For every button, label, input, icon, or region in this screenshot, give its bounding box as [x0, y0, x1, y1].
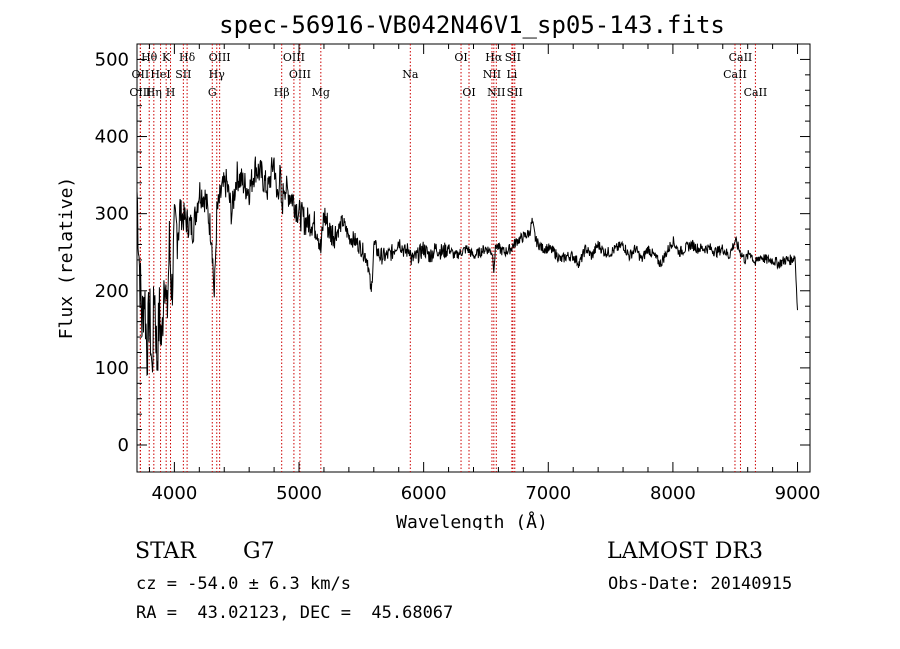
x-tick-label-8000: 8000 — [650, 483, 696, 504]
line-label-18: OI — [462, 86, 475, 99]
line-label-22: SII — [505, 51, 521, 64]
line-label-0: Hθ — [141, 51, 158, 64]
flux-series — [136, 156, 798, 377]
y-tick-label-100: 100 — [95, 358, 129, 379]
x-tick-label-4000: 4000 — [151, 483, 197, 504]
x-tick-label-6000: 6000 — [401, 483, 447, 504]
line-label-19: Hα — [485, 51, 503, 64]
line-label-26: CaII — [723, 68, 747, 81]
x-axis-ticks: 4000 5000 6000 7000 8000 9000 — [148, 44, 821, 504]
y-axis-ticks: 0 100 200 300 400 500 — [95, 49, 810, 456]
y-tick-label-0: 0 — [118, 435, 129, 456]
line-label-21: NII — [487, 86, 505, 99]
line-label-9: OIII — [209, 51, 231, 64]
x-tick-label-7000: 7000 — [525, 483, 571, 504]
y-tick-label-300: 300 — [95, 204, 129, 225]
line-label-8: Hδ — [179, 51, 196, 64]
line-label-12: Hβ — [274, 86, 290, 99]
sky-coordinates: RA = 43.02123, DEC = 45.68067 — [136, 603, 454, 623]
object-class: STAR — [135, 539, 196, 564]
x-axis-label: Wavelength (Å) — [396, 511, 548, 530]
line-label-4: HeI — [150, 68, 170, 81]
line-label-15: Mg — [312, 86, 330, 99]
observation-date: Obs-Date: 20140915 — [608, 574, 793, 594]
x-tick-label-5000: 5000 — [276, 483, 322, 504]
survey-name: LAMOST DR3 — [607, 539, 763, 564]
line-label-3: Hη — [146, 86, 162, 99]
line-label-13: OIII — [283, 51, 305, 64]
redshift-velocity: cz = -54.0 ± 6.3 km/s — [136, 574, 351, 594]
x-tick-label-9000: 9000 — [775, 483, 821, 504]
chart-title: spec-56916-VB042N46V1_sp05-143.fits — [219, 11, 725, 39]
line-label-14: OIII — [289, 68, 311, 81]
y-axis-label: Flux (relative) — [56, 177, 77, 340]
spectrum-chart: spec-56916-VB042N46V1_sp05-143.fits Hθ OI… — [56, 11, 821, 530]
line-label-25: CaII — [729, 51, 753, 64]
line-label-6: H — [166, 86, 176, 99]
object-subclass: G7 — [243, 539, 275, 564]
line-label-11: G — [208, 86, 217, 99]
line-label-17: OI — [454, 51, 467, 64]
emission-line-markers — [139, 44, 756, 472]
line-label-20: NII — [483, 68, 501, 81]
line-label-27: CaII — [744, 86, 768, 99]
line-label-10: Hγ — [209, 68, 226, 81]
line-label-2: OIII — [129, 86, 151, 99]
line-label-16: Na — [402, 68, 419, 81]
y-tick-label-200: 200 — [95, 281, 129, 302]
flux-line — [136, 156, 798, 377]
line-label-7: SII — [175, 68, 191, 81]
y-tick-label-500: 500 — [95, 49, 129, 70]
line-label-23: Li — [506, 68, 517, 81]
y-tick-label-400: 400 — [95, 127, 129, 148]
line-label-5: K — [162, 51, 171, 64]
line-label-24: SII — [507, 86, 523, 99]
